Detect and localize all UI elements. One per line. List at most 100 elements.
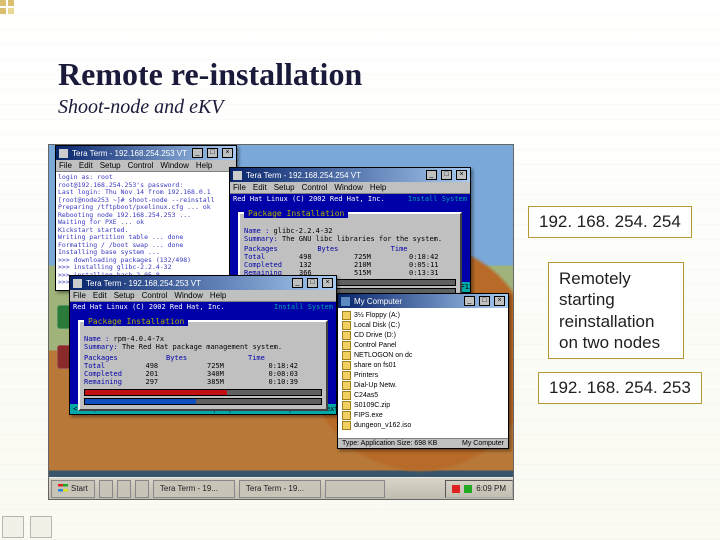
file-item[interactable]: Printers xyxy=(342,370,504,380)
menu-bar[interactable]: File Edit Setup Control Window Help xyxy=(56,160,236,172)
close-button[interactable]: × xyxy=(322,278,333,288)
menu-item[interactable]: Window xyxy=(160,161,188,170)
file-item[interactable]: dungeon_v162.iso xyxy=(342,420,504,430)
maximize-button[interactable]: □ xyxy=(307,278,318,288)
tray-icon[interactable] xyxy=(452,485,460,493)
terminal-output: login as: root root@192.168.254.253's pa… xyxy=(56,172,236,290)
slide-title: Remote re-installation xyxy=(58,56,362,93)
tray-clock: 6:09 PM xyxy=(476,484,506,493)
file-icon xyxy=(342,311,351,320)
menu-item[interactable]: Help xyxy=(370,183,386,192)
maximize-button[interactable]: □ xyxy=(479,296,490,306)
slide-nav-next[interactable] xyxy=(30,516,52,538)
file-icon xyxy=(342,411,351,420)
quicklaunch-item[interactable] xyxy=(135,480,149,498)
system-tray[interactable]: 6:09 PM xyxy=(445,480,513,498)
slide-corner-accent xyxy=(0,0,22,22)
titlebar[interactable]: My Computer _ □ × xyxy=(338,294,508,308)
file-item[interactable]: FIPS.exe xyxy=(342,410,504,420)
callout-ip1: 192. 168. 254. 254 xyxy=(528,206,692,238)
menu-bar[interactable]: File Edit Setup Control Window Help xyxy=(70,290,336,302)
close-button[interactable]: × xyxy=(456,170,467,180)
slide-subtitle: Shoot-node and eKV xyxy=(58,96,224,119)
titlebar[interactable]: Tera Term - 192.168.254.253 VT _ □ × xyxy=(70,276,336,290)
close-button[interactable]: × xyxy=(222,148,233,158)
slide-nav-prev[interactable] xyxy=(2,516,24,538)
menu-item[interactable]: Edit xyxy=(253,183,267,192)
menu-item[interactable]: Control xyxy=(128,161,154,170)
file-item[interactable]: S0109C.zip xyxy=(342,400,504,410)
menu-item[interactable]: Control xyxy=(142,291,168,300)
taskbar-item[interactable]: Tera Term - 19... xyxy=(153,480,235,498)
tray-icon[interactable] xyxy=(464,485,472,493)
callout-ip2: 192. 168. 254. 253 xyxy=(538,372,702,404)
menu-item[interactable]: Edit xyxy=(93,291,107,300)
window-my-computer[interactable]: My Computer _ □ × 3½ Floppy (A:) Local Di… xyxy=(337,293,509,449)
file-item[interactable]: CD Drive (D:) xyxy=(342,330,504,340)
menu-bar[interactable]: File Edit Setup Control Window Help xyxy=(230,182,470,194)
package-installation-dialog: Package Installation Name : rpm-4.0.4-7x… xyxy=(78,320,328,411)
menu-item[interactable]: File xyxy=(73,291,86,300)
menu-item[interactable]: Window xyxy=(334,183,362,192)
taskbar-item[interactable]: Tera Term - 19... xyxy=(239,480,321,498)
file-item[interactable]: Local Disk (C:) xyxy=(342,320,504,330)
menu-item[interactable]: Control xyxy=(302,183,328,192)
file-icon xyxy=(342,391,351,400)
file-label: Dial-Up Netw. xyxy=(354,382,397,389)
file-label: dungeon_v162.iso xyxy=(354,422,411,429)
menu-item[interactable]: Help xyxy=(210,291,226,300)
start-label: Start xyxy=(71,484,88,493)
minimize-button[interactable]: _ xyxy=(426,170,437,180)
quicklaunch-item[interactable] xyxy=(99,480,113,498)
window-title: Tera Term - 192.168.254.253 VT xyxy=(72,149,188,158)
titlebar[interactable]: Tera Term - 192.168.254.253 VT _ □ × xyxy=(56,146,236,160)
close-button[interactable]: × xyxy=(494,296,505,306)
taskbar[interactable]: Start Tera Term - 19... Tera Term - 19..… xyxy=(49,477,513,499)
menu-item[interactable]: File xyxy=(59,161,72,170)
taskbar-item[interactable] xyxy=(325,480,385,498)
start-button[interactable]: Start xyxy=(51,480,95,498)
installer-header: Red Hat Linux (C) 2002 Red Hat, Inc. Ins… xyxy=(230,194,470,204)
file-item[interactable]: Control Panel xyxy=(342,340,504,350)
menu-item[interactable]: File xyxy=(233,183,246,192)
window-title: Tera Term - 192.168.254.253 VT xyxy=(86,279,288,288)
menu-item[interactable]: Setup xyxy=(100,161,121,170)
quicklaunch-item[interactable] xyxy=(117,480,131,498)
stats-row: Total498725M0:18:42 xyxy=(84,362,322,370)
file-item[interactable]: NETLOGON on dc xyxy=(342,350,504,360)
minimize-button[interactable]: _ xyxy=(292,278,303,288)
status-bar: Type: Application Size: 698 KB My Comput… xyxy=(338,438,508,448)
file-label: Control Panel xyxy=(354,342,396,349)
menu-item[interactable]: Help xyxy=(196,161,212,170)
file-list[interactable]: 3½ Floppy (A:) Local Disk (C:)CD Drive (D… xyxy=(338,308,508,438)
minimize-button[interactable]: _ xyxy=(464,296,475,306)
file-icon xyxy=(342,401,351,410)
menu-item[interactable]: Setup xyxy=(114,291,135,300)
term-icon xyxy=(59,149,68,158)
file-item[interactable]: Dial-Up Netw. xyxy=(342,380,504,390)
file-item[interactable]: C24as5 xyxy=(342,390,504,400)
file-label: share on fs01 xyxy=(354,362,396,369)
file-icon xyxy=(342,371,351,380)
maximize-button[interactable]: □ xyxy=(207,148,218,158)
window-title: My Computer xyxy=(354,297,460,306)
file-item[interactable]: share on fs01 xyxy=(342,360,504,370)
maximize-button[interactable]: □ xyxy=(441,170,452,180)
file-label: Printers xyxy=(354,372,378,379)
window-terminal-253-big[interactable]: Tera Term - 192.168.254.253 VT _ □ × Fil… xyxy=(69,275,337,415)
titlebar[interactable]: Tera Term - 192.168.254.254 VT _ □ × xyxy=(230,168,470,182)
menu-item[interactable]: Edit xyxy=(79,161,93,170)
file-item[interactable]: 3½ Floppy (A:) xyxy=(342,310,504,320)
progress-bar xyxy=(84,389,322,396)
window-terminal-253[interactable]: Tera Term - 192.168.254.253 VT _ □ × Fil… xyxy=(55,145,237,291)
menu-item[interactable]: Window xyxy=(174,291,202,300)
file-label: FIPS.exe xyxy=(354,412,383,419)
computer-icon xyxy=(341,297,350,306)
file-label: Local Disk (C:) xyxy=(354,322,400,329)
file-icon xyxy=(342,421,351,430)
file-icon xyxy=(342,361,351,370)
menu-item[interactable]: Setup xyxy=(274,183,295,192)
term-icon xyxy=(73,279,82,288)
minimize-button[interactable]: _ xyxy=(192,148,203,158)
file-icon xyxy=(342,381,351,390)
